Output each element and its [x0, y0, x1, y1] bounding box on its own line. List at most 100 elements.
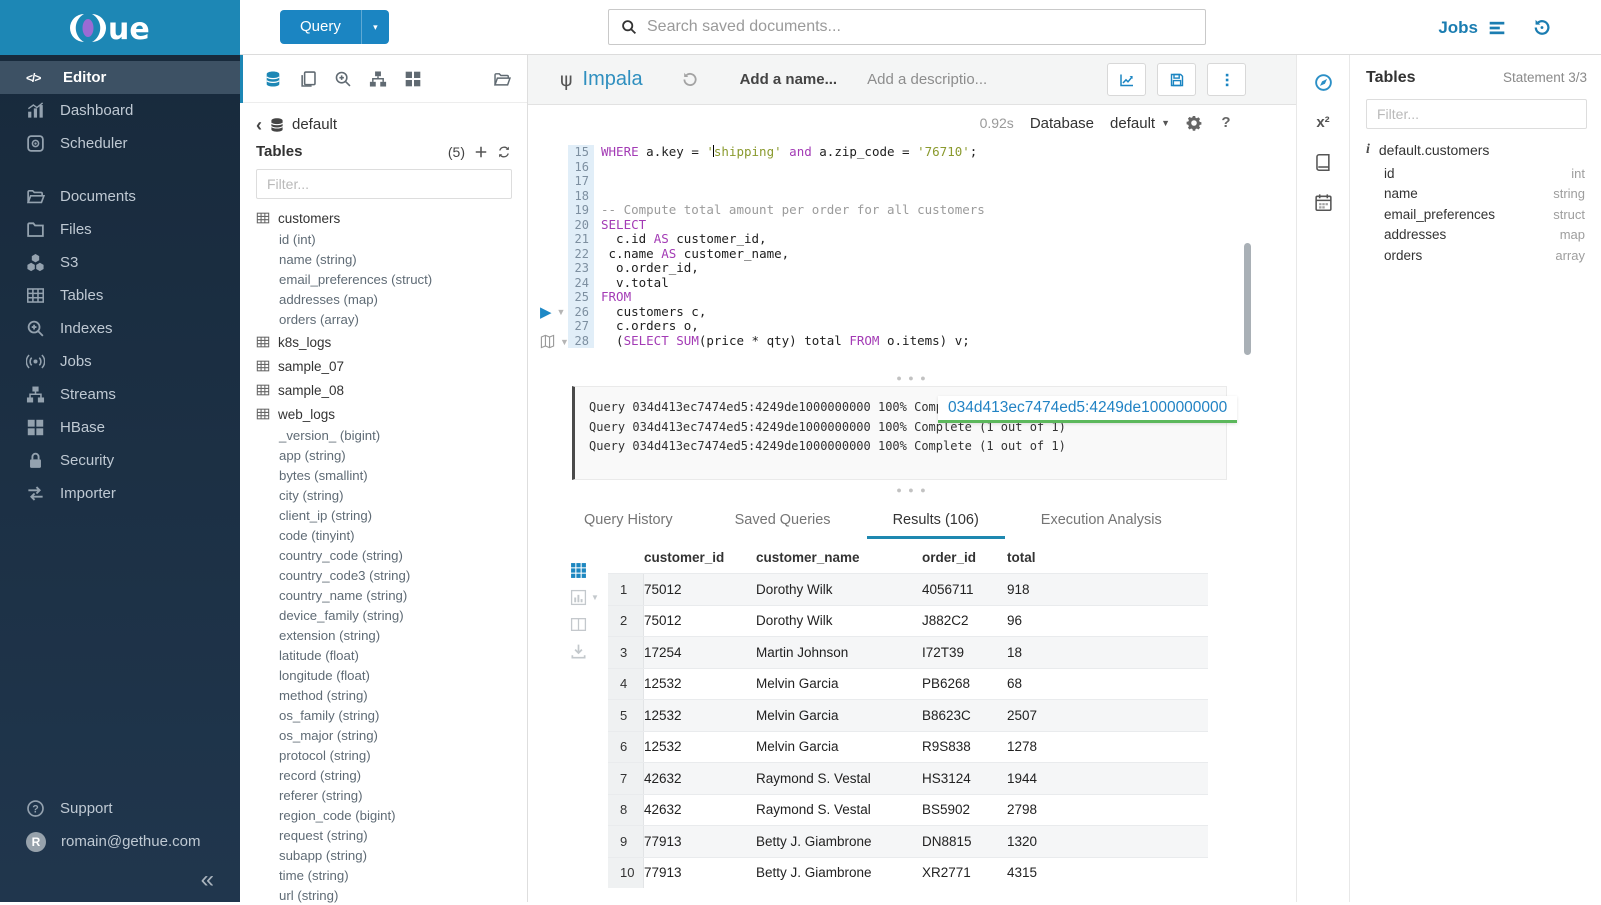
language-reference-icon[interactable] [1314, 153, 1333, 172]
table-row[interactable]: 2 75012 Dorothy Wilk J882C2 96 [608, 604, 1208, 636]
tab-execution-analysis[interactable]: Execution Analysis [1040, 512, 1162, 528]
table-row[interactable]: 1 75012 Dorothy Wilk 4056711 918 [608, 573, 1208, 605]
sidebar-item-files[interactable]: Files [0, 213, 240, 246]
assist-column[interactable]: id (int) [256, 229, 527, 249]
assist-column[interactable]: referer (string) [256, 785, 527, 805]
apps-source-icon[interactable] [404, 70, 422, 88]
help-icon[interactable]: ? [1221, 114, 1231, 131]
assist-column[interactable]: client_ip (string) [256, 505, 527, 525]
table-row[interactable]: 10 77913 Betty J. Giambrone XR2771 4315 [608, 856, 1208, 888]
assist-column[interactable]: email_preferences (struct) [256, 269, 527, 289]
assist-column[interactable]: _version_ (bigint) [256, 425, 527, 445]
refresh-icon[interactable] [497, 145, 511, 159]
assist-table-sample-07[interactable]: sample_07 [256, 355, 527, 377]
assist-column[interactable]: orders (array) [256, 309, 527, 329]
assist-table-k8s-logs[interactable]: k8s_logs [256, 331, 527, 353]
columns-view-button[interactable] [570, 616, 599, 633]
assist-column[interactable]: os_family (string) [256, 705, 527, 725]
query-button[interactable]: Query ▾ [280, 10, 389, 44]
query-dropdown-caret[interactable]: ▾ [360, 10, 389, 44]
query-history-icon[interactable] [681, 71, 698, 88]
documents-source-icon[interactable] [299, 70, 317, 88]
column-row-id[interactable]: id int [1350, 163, 1601, 184]
assist-column[interactable]: request (string) [256, 825, 527, 845]
assist-column[interactable]: name (string) [256, 249, 527, 269]
database-source-icon[interactable] [264, 70, 282, 88]
chart-type-caret[interactable]: ▼ [591, 593, 599, 602]
column-row-email-preferences[interactable]: email_preferences struct [1350, 204, 1601, 225]
column-header[interactable]: customer_name [756, 549, 860, 565]
chart-button[interactable] [1107, 63, 1146, 96]
sidebar-item-tables[interactable]: Tables [0, 279, 240, 312]
code-editor[interactable]: 15 WHERE a.key = 'shipping' and a.zip_cod… [528, 141, 1296, 388]
sidebar-item-hbase[interactable]: HBase [0, 411, 240, 444]
assist-column[interactable]: bytes (smallint) [256, 465, 527, 485]
zoom-search-icon[interactable] [334, 70, 352, 88]
assist-column[interactable]: country_name (string) [256, 585, 527, 605]
table-row[interactable]: 5 12532 Melvin Garcia B8623C 2507 [608, 699, 1208, 731]
tab-saved-queries[interactable]: Saved Queries [734, 512, 831, 528]
jobs-button[interactable]: Jobs [1438, 18, 1506, 38]
assist-table-sample-08[interactable]: sample_08 [256, 379, 527, 401]
more-actions-button[interactable] [1207, 63, 1246, 96]
assist-table-customers[interactable]: customers [256, 207, 527, 229]
assist-column[interactable]: code (tinyint) [256, 525, 527, 545]
assist-column[interactable]: extension (string) [256, 625, 527, 645]
execute-button[interactable]: ▶ ▼ [540, 303, 569, 321]
presentation-mode-button[interactable]: ▼ [540, 334, 569, 349]
assist-column[interactable]: url (string) [256, 885, 527, 905]
sidebar-item-dashboard[interactable]: Dashboard [0, 94, 240, 127]
table-row[interactable]: 7 42632 Raymond S. Vestal HS3124 1944 [608, 762, 1208, 794]
save-button[interactable] [1157, 63, 1196, 96]
assist-column[interactable]: country_code (string) [256, 545, 527, 565]
table-row[interactable]: 9 77913 Betty J. Giambrone DN8815 1320 [608, 825, 1208, 857]
table-row[interactable]: 3 17254 Martin Johnson I72T39 18 [608, 636, 1208, 668]
table-row[interactable]: 6 12532 Melvin Garcia R9S838 1278 [608, 730, 1208, 762]
open-document-icon[interactable] [493, 70, 511, 88]
assist-table-web-logs[interactable]: web_logs [256, 403, 527, 425]
assist-column[interactable]: device_family (string) [256, 605, 527, 625]
assist-column[interactable]: method (string) [256, 685, 527, 705]
sidebar-item-s3[interactable]: S3 [0, 246, 240, 279]
table-row[interactable]: 4 12532 Melvin Garcia PB6268 68 [608, 667, 1208, 699]
add-table-icon[interactable] [474, 145, 488, 159]
assist-column[interactable]: addresses (map) [256, 289, 527, 309]
breadcrumb[interactable]: default [292, 116, 338, 133]
sidebar-item-scheduler[interactable]: Scheduler [0, 127, 240, 160]
active-table-row[interactable]: i default.customers [1366, 142, 1601, 158]
search-input[interactable] [647, 18, 1193, 36]
sidebar-item-security[interactable]: Security [0, 444, 240, 477]
sidebar-item-indexes[interactable]: Indexes [0, 312, 240, 345]
column-header[interactable]: order_id [922, 549, 977, 565]
grid-view-button[interactable] [570, 562, 599, 579]
sidebar-item-support[interactable]: ? Support [0, 792, 240, 825]
sidebar-item-streams[interactable]: Streams [0, 378, 240, 411]
sitemap-source-icon[interactable] [369, 70, 387, 88]
query-id-link[interactable]: 034d413ec7474ed5:4249de1000000000 [938, 396, 1238, 423]
query-name-field[interactable]: Add a name... [739, 71, 838, 88]
assist-column[interactable]: time (string) [256, 865, 527, 885]
column-row-name[interactable]: name string [1350, 184, 1601, 205]
engine-name[interactable]: Impala [582, 68, 643, 90]
functions-icon[interactable]: x² [1316, 114, 1330, 131]
history-icon[interactable] [1532, 18, 1551, 37]
sidebar-item-documents[interactable]: Documents [0, 180, 240, 213]
tab-results-106[interactable]: Results (106) [866, 504, 1005, 539]
assist-column[interactable]: latitude (float) [256, 645, 527, 665]
sidebar-item-editor[interactable]: </> Editor [0, 61, 240, 94]
assist-column[interactable]: region_code (bigint) [256, 805, 527, 825]
assist-column[interactable]: city (string) [256, 485, 527, 505]
execute-options-caret[interactable]: ▼ [556, 307, 566, 317]
hue-logo[interactable]: ue [0, 0, 240, 55]
column-header[interactable]: customer_id [644, 549, 725, 565]
resize-handle-top[interactable]: ● ● ● [896, 373, 928, 383]
query-button-label[interactable]: Query [300, 18, 341, 35]
presentation-caret[interactable]: ▼ [560, 336, 569, 347]
column-row-orders[interactable]: orders array [1350, 245, 1601, 266]
schedule-icon[interactable] [1314, 193, 1333, 212]
chart-view-button[interactable]: ▼ [570, 589, 599, 606]
assist-column[interactable]: os_major (string) [256, 725, 527, 745]
sidebar-item-jobs[interactable]: Jobs [0, 345, 240, 378]
sidebar-item-importer[interactable]: Importer [0, 477, 240, 510]
